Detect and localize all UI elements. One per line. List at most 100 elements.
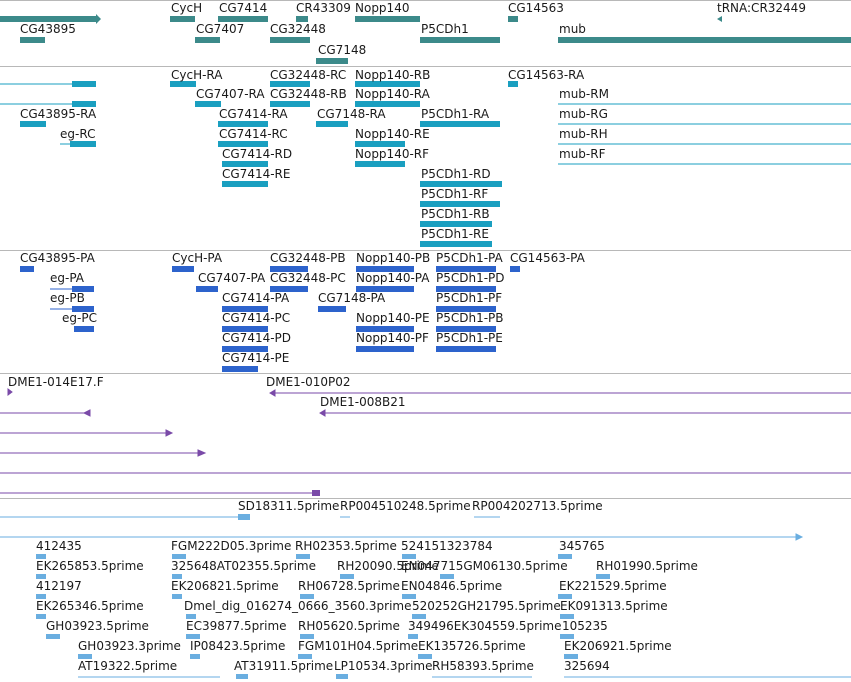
feature-label[interactable]: CG7414-RC <box>219 127 288 141</box>
feature-label[interactable]: RH02353.5prime <box>295 539 397 553</box>
protein-block[interactable] <box>436 306 496 312</box>
protein-block[interactable] <box>356 346 414 352</box>
feature-label[interactable]: Nopp140 <box>355 1 410 15</box>
feature-label[interactable]: CG32448-RB <box>270 87 347 101</box>
feature-label[interactable]: EK091313.5prime <box>560 599 668 613</box>
est-block[interactable] <box>186 614 196 619</box>
feature-label[interactable]: GH03923.3prime <box>78 639 181 653</box>
feature-label[interactable]: Nopp140-RE <box>355 127 430 141</box>
feature-label[interactable]: IP08423.5prime <box>190 639 286 653</box>
est-block[interactable] <box>296 554 310 559</box>
feature-label[interactable]: mub-RF <box>559 147 606 161</box>
feature-label[interactable]: DME1-010P02 <box>266 375 351 389</box>
est-block[interactable] <box>190 654 200 659</box>
gene-bar[interactable] <box>316 58 348 64</box>
protein-block[interactable] <box>318 306 346 312</box>
feature-label[interactable]: P5CDh1-RA <box>421 107 490 121</box>
feature-label[interactable]: P5CDh1-RE <box>421 227 489 241</box>
feature-label[interactable]: P5CDh1-RD <box>421 167 491 181</box>
feature-label[interactable]: CG7414-PE <box>222 351 290 365</box>
transcript-exon[interactable] <box>270 101 310 107</box>
feature-label[interactable]: CG7414-PD <box>222 331 292 345</box>
protein-block[interactable] <box>356 286 414 292</box>
feature-label[interactable]: Nopp140-RF <box>355 147 430 161</box>
feature-label[interactable]: eg-RC <box>60 127 96 141</box>
feature-label[interactable]: CG7414 <box>219 1 268 15</box>
feature-label[interactable]: mub-RM <box>559 87 609 101</box>
transcript-exon[interactable] <box>222 181 268 187</box>
transcript-exon[interactable] <box>355 161 405 167</box>
est-block[interactable] <box>418 654 432 659</box>
feature-label[interactable]: EC39877.5prime <box>186 619 287 633</box>
protein-block[interactable] <box>436 286 496 292</box>
protein-block[interactable] <box>172 266 194 272</box>
feature-label[interactable]: CG7414-RA <box>219 107 288 121</box>
est-block[interactable] <box>596 574 610 579</box>
feature-label[interactable]: RH20090.5prime <box>337 559 439 573</box>
feature-label[interactable]: EK221529.5prime <box>559 579 667 593</box>
est-block[interactable] <box>402 554 416 559</box>
est-block[interactable] <box>172 574 182 579</box>
protein-block[interactable] <box>222 306 268 312</box>
transcript-exon[interactable] <box>355 81 420 87</box>
feature-label[interactable]: RH01990.5prime <box>596 559 698 573</box>
feature-label[interactable]: 520252GH21795.5prime <box>412 599 561 613</box>
transcript-exon[interactable] <box>420 221 492 227</box>
est-track-glyphs[interactable] <box>0 514 851 679</box>
gene-bar[interactable] <box>218 16 268 22</box>
gene-bar[interactable] <box>195 37 220 43</box>
transcript-exon[interactable] <box>420 201 500 207</box>
transcript-exon[interactable] <box>72 101 96 107</box>
transcript-exon[interactable] <box>270 81 310 87</box>
gene-bar[interactable] <box>355 16 420 22</box>
feature-label[interactable]: CG7148 <box>318 43 367 57</box>
gene-bar[interactable] <box>420 37 500 43</box>
feature-label[interactable]: P5CDh1-RB <box>421 207 490 221</box>
clone-track-glyphs[interactable] <box>0 388 851 496</box>
feature-label[interactable]: Nopp140-PE <box>356 311 430 325</box>
feature-label[interactable]: eg-PB <box>50 291 85 305</box>
feature-label[interactable]: CG43895 <box>20 22 76 36</box>
gene-bar[interactable] <box>558 37 851 43</box>
feature-label[interactable]: P5CDh1-PB <box>436 311 504 325</box>
gene-bar[interactable] <box>296 16 308 22</box>
feature-label[interactable]: CG14563-RA <box>508 68 585 82</box>
protein-track-glyphs[interactable] <box>20 266 520 372</box>
feature-label[interactable]: CR43309 <box>296 1 351 15</box>
feature-label[interactable]: EN04846.5prime <box>401 579 503 593</box>
feature-label[interactable]: RP004510248.5prime <box>340 499 471 513</box>
protein-block[interactable] <box>270 286 308 292</box>
est-block[interactable] <box>336 674 348 679</box>
feature-label[interactable]: eg-PC <box>62 311 97 325</box>
transcript-exon[interactable] <box>316 121 348 127</box>
transcript-exon[interactable] <box>420 241 492 247</box>
feature-label[interactable]: AT19322.5prime <box>78 659 178 673</box>
gene-bar[interactable] <box>170 16 195 22</box>
est-block[interactable] <box>560 634 574 639</box>
feature-label[interactable]: Nopp140-PA <box>356 271 430 285</box>
est-block[interactable] <box>558 594 572 599</box>
feature-label[interactable]: CG7414-RE <box>222 167 291 181</box>
est-block[interactable] <box>78 654 92 659</box>
est-block[interactable] <box>36 574 46 579</box>
transcript-exon[interactable] <box>70 141 96 147</box>
protein-block[interactable] <box>222 326 268 332</box>
feature-label[interactable]: CG32448-RC <box>270 68 347 82</box>
feature-label[interactable]: P5CDh1-PA <box>436 251 503 265</box>
feature-label[interactable]: CG7148-RA <box>317 107 386 121</box>
transcript-exon[interactable] <box>355 141 405 147</box>
feature-label[interactable]: EK206821.5prime <box>171 579 279 593</box>
feature-label[interactable]: FGM101H04.5prime <box>298 639 419 653</box>
gene-track-glyphs[interactable] <box>0 14 851 64</box>
feature-label[interactable]: CG32448-PC <box>270 271 346 285</box>
transcript-exon[interactable] <box>420 181 502 187</box>
feature-label[interactable]: mub <box>559 22 586 36</box>
protein-block[interactable] <box>436 326 496 332</box>
feature-label[interactable]: CG7407-PA <box>198 271 266 285</box>
feature-label[interactable]: 412435 <box>36 539 82 553</box>
feature-label[interactable]: P5CDh1-PE <box>436 331 503 345</box>
feature-label[interactable]: RH06728.5prime <box>298 579 400 593</box>
transcript-exon[interactable] <box>170 81 196 87</box>
feature-label[interactable]: CG7407 <box>196 22 245 36</box>
feature-label[interactable]: CG14563-PA <box>510 251 585 265</box>
